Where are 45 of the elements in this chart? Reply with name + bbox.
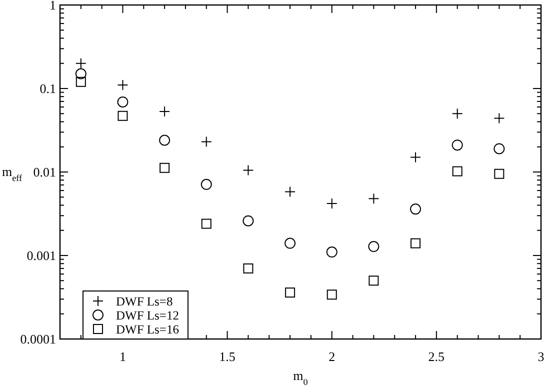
point xyxy=(285,288,296,298)
point xyxy=(243,263,254,274)
point xyxy=(160,162,170,173)
legend-label: DWF Ls=16 xyxy=(116,322,179,336)
point xyxy=(494,143,505,154)
point xyxy=(118,110,128,121)
y-tick-label: 0.1 xyxy=(40,81,56,96)
point xyxy=(452,166,462,176)
point xyxy=(326,246,338,258)
point xyxy=(201,218,212,229)
legend-label: DWF Ls=12 xyxy=(116,308,179,322)
point xyxy=(452,108,463,120)
x-tick-label: 2.5 xyxy=(428,349,445,364)
point xyxy=(410,204,422,215)
point xyxy=(76,76,86,87)
point xyxy=(410,152,422,163)
legend-label: DWF Ls=8 xyxy=(116,294,173,308)
x-axis-title: m$_{0}$ xyxy=(293,368,308,387)
point xyxy=(410,238,421,248)
y-tick-label: 0.001 xyxy=(26,248,56,263)
point xyxy=(159,134,170,146)
point xyxy=(368,276,379,286)
x-tick-label: 1.5 xyxy=(219,349,236,364)
y-tick-label: 1 xyxy=(50,0,56,12)
point xyxy=(326,290,337,300)
point xyxy=(200,136,212,148)
y-axis-title: m$_{eff}$ xyxy=(2,164,24,183)
point xyxy=(200,178,212,190)
point xyxy=(75,58,86,69)
point xyxy=(242,164,254,176)
point xyxy=(452,140,463,151)
y-tick-label: 0.0001 xyxy=(20,332,56,346)
point xyxy=(368,193,380,204)
point xyxy=(75,68,86,80)
point xyxy=(494,168,504,179)
point xyxy=(242,215,254,226)
x-tick-label: 2 xyxy=(328,349,336,364)
point xyxy=(284,238,296,249)
y-tick-label: 0.01 xyxy=(33,164,56,180)
x-tick-label: 1 xyxy=(119,349,126,364)
point xyxy=(368,241,380,252)
point xyxy=(117,96,128,108)
point xyxy=(284,186,296,198)
point xyxy=(494,112,505,124)
x-tick-label: 3 xyxy=(538,349,544,364)
